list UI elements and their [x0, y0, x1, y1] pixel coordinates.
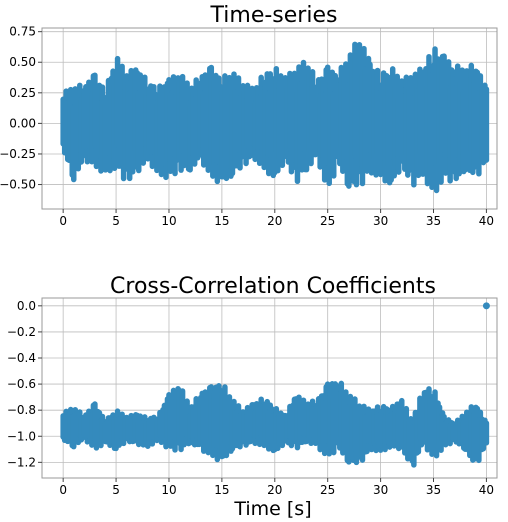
x-tick-label: 20 — [267, 214, 282, 228]
top-plot-frame — [41, 27, 498, 210]
y-tick-label: −0.8 — [7, 403, 36, 417]
x-tick-label: 15 — [214, 214, 229, 228]
bottom-panel: Cross-Correlation Coefficients 0 5 10 15 20 2… — [7, 274, 498, 520]
y-tick-label: 0.75 — [9, 25, 36, 39]
x-tick-label: 15 — [214, 483, 229, 497]
y-tick-label: −0.50 — [0, 178, 36, 192]
x-tick-label: 30 — [373, 483, 388, 497]
x-tick-label: 35 — [426, 214, 441, 228]
y-tick-label: 0.00 — [9, 116, 36, 130]
y-tick-label: −0.2 — [7, 325, 36, 339]
x-tick-label: 20 — [267, 483, 282, 497]
x-tick-label: 25 — [320, 214, 335, 228]
x-tick-label: 35 — [426, 483, 441, 497]
x-tick-label: 25 — [320, 483, 335, 497]
x-tick-label: 40 — [479, 214, 494, 228]
top-axes-ticks: 0 5 10 15 20 25 30 35 40 −0.50 −0.25 0.00 0.25 0.50 0.… — [0, 25, 494, 228]
bottom-x-axis-label: Time [s] — [233, 498, 311, 520]
y-tick-label: 0.0 — [17, 299, 36, 313]
y-tick-label: 0.50 — [9, 55, 36, 69]
x-tick-label: 40 — [479, 483, 494, 497]
y-tick-label: −1.0 — [7, 429, 36, 443]
bottom-chart-title: Cross-Correlation Coefficients — [110, 274, 436, 299]
x-tick-label: 0 — [59, 214, 67, 228]
y-tick-label: 0.25 — [9, 86, 36, 100]
y-tick-label: −0.4 — [7, 351, 36, 365]
y-tick-label: −1.2 — [7, 455, 36, 469]
bottom-plot-frame — [41, 297, 498, 479]
x-tick-label: 5 — [112, 214, 120, 228]
top-data-points — [60, 41, 490, 194]
x-tick-label: 0 — [59, 483, 67, 497]
x-tick-label: 5 — [112, 483, 120, 497]
y-tick-label: −0.6 — [7, 377, 36, 391]
bottom-data-points — [60, 302, 490, 468]
bottom-axes-ticks: 0 5 10 15 20 25 30 35 40 −1.2 −1.0 −0.8 −0.6 −0.4 −0.2… — [7, 299, 494, 497]
x-tick-label: 10 — [161, 483, 176, 497]
top-panel: Time-series 0 5 10 15 20 25 30 35 40 −0.50 −0.25 0.… — [0, 3, 498, 228]
x-tick-label: 30 — [373, 214, 388, 228]
data-point — [482, 302, 490, 310]
y-tick-label: −0.25 — [0, 147, 36, 161]
x-tick-label: 10 — [161, 214, 176, 228]
top-chart-title: Time-series — [210, 3, 338, 28]
